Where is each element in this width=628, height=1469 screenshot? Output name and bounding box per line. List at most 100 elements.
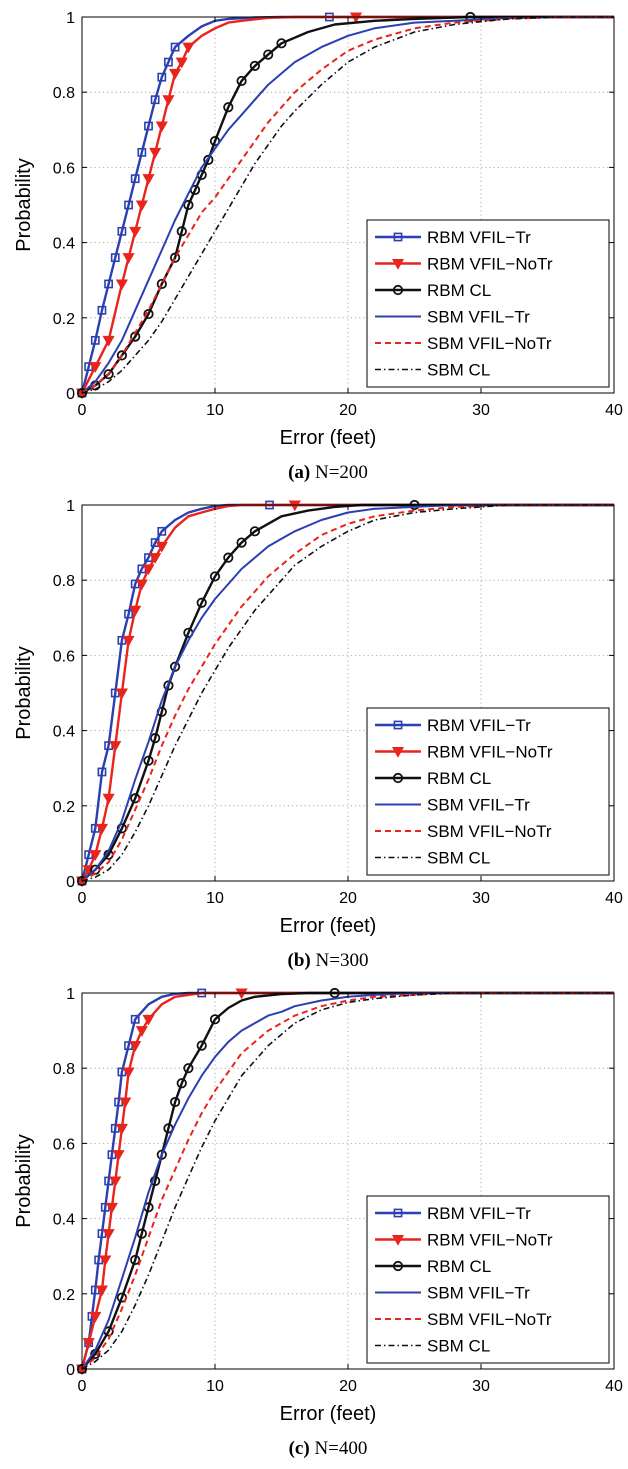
x-tick-label: 20 — [339, 1378, 357, 1395]
x-tick-label: 30 — [472, 890, 490, 907]
data-point-marker — [235, 988, 248, 1000]
chart-svg: 0 10 20 30 40 0 0.2 0.4 0.6 0.8 1 Error (feet) Proba… — [13, 498, 623, 971]
legend-label: RBM VFIL−Tr — [427, 1204, 531, 1223]
data-point-marker — [102, 1229, 115, 1240]
data-point-marker — [170, 1096, 181, 1108]
x-tick-label: 40 — [605, 402, 623, 419]
series-line — [81, 503, 614, 882]
data-point-marker — [89, 850, 102, 861]
y-axis-label: Probability — [13, 158, 35, 251]
x-tick-label: 0 — [78, 890, 87, 907]
data-point-marker — [263, 49, 274, 60]
y-tick-label: 0.8 — [53, 573, 75, 590]
caption-text: N=400 — [314, 1438, 367, 1459]
data-point-marker — [349, 12, 363, 24]
data-point-marker — [95, 1285, 109, 1297]
x-tick-label: 30 — [472, 402, 490, 419]
data-point-marker — [129, 605, 142, 617]
legend: RBM VFIL−Tr RBM VFIL−NoTr RBM CL SBM VFIL−T… — [366, 1195, 610, 1364]
legend-label: RBM CL — [427, 1257, 491, 1276]
y-tick-label: 0.2 — [53, 799, 75, 816]
legend: RBM VFIL−Tr RBM VFIL−NoTr RBM CL SBM VFIL−T… — [366, 219, 610, 388]
data-point-marker — [115, 688, 128, 700]
data-point-marker — [122, 253, 135, 264]
data-point-marker — [236, 537, 247, 548]
data-point-marker — [196, 1040, 207, 1051]
data-point-marker — [150, 95, 160, 105]
x-axis-label: Error (feet) — [280, 1403, 377, 1425]
x-tick-label: 40 — [605, 890, 623, 907]
data-point-marker — [109, 741, 122, 752]
y-tick-label: 0.4 — [53, 1212, 75, 1229]
data-point-marker — [110, 253, 120, 263]
data-point-marker — [249, 526, 260, 537]
legend-label: RBM VFIL−NoTr — [427, 1231, 553, 1250]
data-point-marker — [156, 278, 167, 290]
data-point-marker — [150, 733, 161, 744]
data-point-marker — [116, 350, 128, 361]
data-point-marker — [155, 121, 168, 133]
data-point-marker — [176, 1078, 187, 1089]
legend-label: SBM VFIL−Tr — [427, 1284, 530, 1303]
data-point-marker — [157, 72, 167, 82]
data-point-marker — [129, 226, 142, 238]
data-point-marker — [109, 1176, 122, 1188]
series-line — [81, 16, 614, 394]
data-point-marker — [183, 1063, 194, 1074]
data-point-marker — [122, 1067, 135, 1079]
data-point-marker — [143, 755, 154, 766]
data-point-marker — [223, 102, 234, 113]
x-tick-label: 0 — [78, 402, 87, 419]
y-tick-label: 0.4 — [53, 236, 75, 253]
data-point-marker — [203, 154, 214, 165]
data-point-marker — [137, 147, 147, 157]
series-line — [80, 503, 614, 882]
legend-marker — [391, 259, 405, 270]
chart-panel-a: 0 10 20 30 40 0 0.2 0.4 0.6 0.8 1 Error (feet) Proba… — [0, 0, 628, 488]
series-line — [81, 16, 614, 394]
data-point-marker — [82, 1338, 95, 1349]
data-point-marker — [99, 1255, 112, 1267]
series-line — [81, 15, 614, 395]
data-point-marker — [124, 200, 133, 210]
data-point-marker — [143, 308, 154, 320]
data-point-marker — [170, 252, 181, 263]
series-line — [81, 992, 614, 1370]
y-tick-label: 0 — [66, 386, 75, 403]
legend-label: RBM CL — [427, 769, 491, 788]
y-tick-label: 1 — [66, 10, 75, 27]
figure-caption: (b) N=300 — [288, 950, 369, 971]
data-point-marker — [157, 526, 167, 536]
data-point-marker — [149, 553, 162, 564]
series-line — [81, 991, 614, 1370]
data-point-marker — [135, 579, 148, 591]
x-tick-label: 20 — [339, 890, 357, 907]
data-point-marker — [105, 1202, 118, 1214]
series-line — [80, 991, 614, 1370]
data-point-marker — [122, 635, 135, 647]
data-point-marker — [170, 42, 180, 52]
data-point-marker — [103, 369, 114, 380]
data-point-marker — [249, 60, 260, 71]
legend-box — [366, 707, 610, 876]
figure-caption: (a) N=200 — [288, 462, 368, 483]
data-point-marker — [135, 200, 148, 212]
legend-label: SBM CL — [427, 849, 490, 868]
legend-label: RBM VFIL−Tr — [427, 228, 531, 247]
y-tick-label: 0.2 — [53, 311, 75, 328]
legend-label: SBM CL — [427, 1337, 490, 1356]
legend-label: SBM VFIL−Tr — [427, 308, 530, 327]
data-point-marker — [150, 1175, 161, 1187]
caption-letter: (c) — [289, 1438, 315, 1459]
data-point-marker — [89, 362, 102, 373]
chart-panel-c: 0 10 20 30 40 0 0.2 0.4 0.6 0.8 1 Error (feet) Proba… — [0, 976, 628, 1464]
data-point-marker — [144, 121, 153, 131]
data-point-marker — [162, 95, 175, 106]
data-point-marker — [142, 174, 155, 185]
legend-marker — [392, 284, 404, 296]
data-point-marker — [130, 174, 140, 184]
data-point-marker — [176, 226, 187, 237]
series-line — [81, 16, 614, 394]
data-point-marker — [130, 1254, 141, 1266]
caption-letter: (a) — [288, 462, 315, 483]
